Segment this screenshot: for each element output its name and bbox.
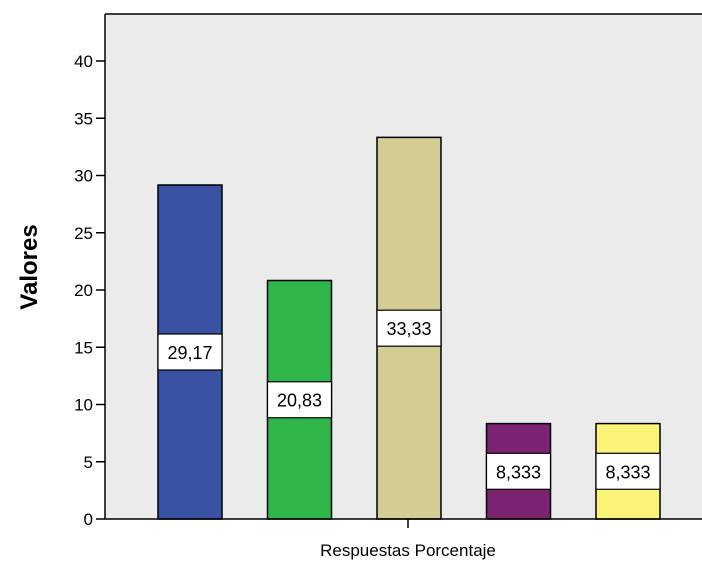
data-label-5: 8,333 [605,462,650,482]
y-tick-label-10: 10 [74,396,93,415]
data-label-box-1 [157,333,223,371]
data-label-box-5 [595,452,661,490]
y-axis-ticks: 0 5 10 15 20 25 30 35 40 [74,52,105,529]
data-label-1: 29,17 [167,343,212,363]
x-axis-label: Respuestas Porcentaje [320,541,496,560]
data-label-box-4 [485,452,552,490]
y-axis-title: Valores [16,224,43,309]
y-tick-label-35: 35 [74,109,93,128]
data-label-3: 33,33 [386,319,431,339]
y-tick-label-20: 20 [74,281,93,300]
y-tick-label-15: 15 [74,338,93,357]
y-tick-label-5: 5 [84,453,93,472]
data-labels-group: 29,17 20,83 33,33 8,333 8,333 [157,309,661,490]
data-label-box-2 [266,381,333,419]
y-tick-label-40: 40 [74,52,93,71]
data-label-box-3 [376,309,442,347]
y-tick-label-0: 0 [84,510,93,529]
y-tick-label-25: 25 [74,224,93,243]
data-label-4: 8,333 [496,462,541,482]
data-label-2: 20,83 [277,391,322,411]
y-tick-label-30: 30 [74,167,93,186]
